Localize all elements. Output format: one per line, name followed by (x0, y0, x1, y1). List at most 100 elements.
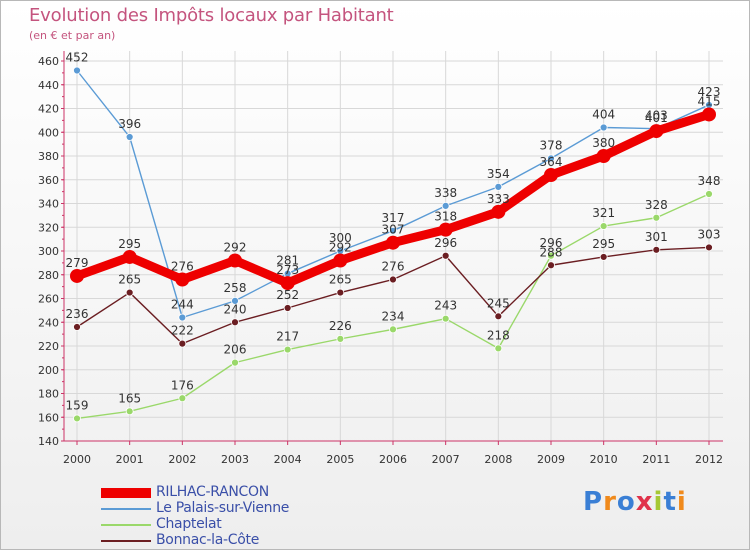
data-label: 176 (171, 378, 194, 392)
data-labels: 452 396 244 258 281 300 317 338 354 378 404 403 423 1… (66, 51, 721, 413)
data-label: 354 (487, 167, 510, 181)
data-point (389, 275, 397, 284)
data-label: 292 (329, 241, 352, 255)
logo-letter: x (635, 487, 654, 517)
data-label: 222 (171, 324, 194, 338)
logo-letter: i (676, 487, 687, 517)
data-label: 288 (540, 245, 563, 259)
data-point (280, 276, 295, 291)
logo-letter: t (663, 487, 677, 517)
x-tick-label: 2011 (642, 453, 670, 466)
data-label: 281 (276, 254, 299, 268)
data-point (441, 251, 450, 260)
x-tick-label: 2001 (116, 453, 144, 466)
data-label: 258 (224, 281, 247, 295)
data-label: 159 (66, 398, 89, 412)
data-point (70, 268, 84, 283)
data-point (125, 407, 134, 416)
data-point (599, 123, 608, 132)
data-point (336, 334, 345, 343)
data-point (336, 288, 345, 297)
data-label: 396 (118, 117, 141, 131)
data-label: 295 (118, 237, 141, 251)
x-tick-label: 2012 (695, 453, 723, 466)
data-label: 244 (171, 298, 194, 312)
chart-subtitle: (en € et par an) (29, 29, 116, 42)
data-point (438, 222, 453, 237)
data-label: 218 (487, 328, 510, 342)
data-point (652, 245, 661, 254)
data-point (231, 296, 239, 305)
legend-swatch-bonnac (101, 540, 151, 542)
y-tick-label: 240 (38, 316, 59, 329)
data-point (73, 323, 81, 331)
legend-swatch-chaptelat (101, 524, 151, 526)
data-label: 252 (276, 288, 299, 302)
y-tick-label: 140 (38, 435, 59, 448)
y-tick-label: 320 (38, 221, 59, 234)
data-point (125, 288, 134, 297)
y-tick-label: 420 (38, 103, 59, 116)
data-point (389, 226, 397, 235)
data-point (178, 339, 187, 348)
data-label: 276 (382, 260, 405, 274)
data-label: 300 (329, 231, 352, 245)
legend-label-bonnac: Bonnac-la-Côte (156, 532, 260, 548)
data-label: 245 (487, 296, 510, 310)
y-tick-label: 380 (38, 150, 59, 163)
data-point (599, 222, 608, 230)
y-tick-label: 360 (38, 174, 59, 187)
y-tick-label: 160 (38, 411, 59, 424)
logo-letter: r (603, 487, 617, 517)
x-tick-label: 2010 (590, 453, 618, 466)
data-label: 240 (224, 302, 247, 316)
data-label: 265 (118, 273, 141, 287)
data-label: 234 (382, 309, 405, 323)
legend-label-rilhac: RILHAC-RANCON (156, 484, 269, 500)
data-point (231, 318, 239, 327)
data-point (389, 325, 397, 334)
data-label: 318 (434, 210, 457, 224)
axes: 1401601802002202402602803003203403603804… (38, 51, 723, 466)
data-point (547, 154, 555, 163)
x-tick-label: 2007 (432, 453, 460, 466)
data-label: 295 (592, 237, 615, 251)
y-tick-label: 440 (38, 79, 59, 92)
data-label: 364 (540, 155, 563, 169)
data-label: 317 (382, 211, 405, 225)
data-label: 404 (592, 108, 615, 122)
data-point (491, 204, 506, 219)
x-tick-label: 2009 (537, 453, 565, 466)
data-label: 301 (645, 230, 668, 244)
logo-letter: i (653, 487, 664, 517)
data-label: 296 (434, 236, 457, 250)
data-label: 333 (487, 192, 510, 206)
data-point (649, 124, 664, 139)
data-label: 307 (382, 223, 405, 237)
data-label: 217 (276, 330, 299, 344)
logo-letter: o (616, 487, 636, 517)
legend-swatch-palais (101, 508, 151, 510)
data-point (494, 344, 503, 353)
data-point (228, 253, 242, 268)
logo-letter: P (583, 487, 604, 517)
data-label: 348 (698, 174, 721, 188)
x-tick-label: 2004 (274, 453, 302, 466)
data-point (547, 251, 555, 260)
data-label: 265 (329, 273, 352, 287)
data-point (544, 168, 558, 182)
data-label: 296 (540, 236, 563, 250)
y-tick-label: 340 (38, 198, 59, 211)
data-point (73, 414, 81, 423)
data-label: 276 (171, 260, 194, 274)
data-point (702, 107, 716, 122)
data-label: 380 (592, 136, 615, 150)
data-point (73, 66, 81, 75)
legend-label-palais: Le Palais-sur-Vienne (156, 500, 290, 516)
y-tick-label: 460 (38, 55, 59, 68)
x-tick-label: 2005 (326, 453, 354, 466)
data-point (652, 213, 661, 222)
x-tick-label: 2008 (484, 453, 512, 466)
y-tick-label: 260 (38, 293, 59, 306)
